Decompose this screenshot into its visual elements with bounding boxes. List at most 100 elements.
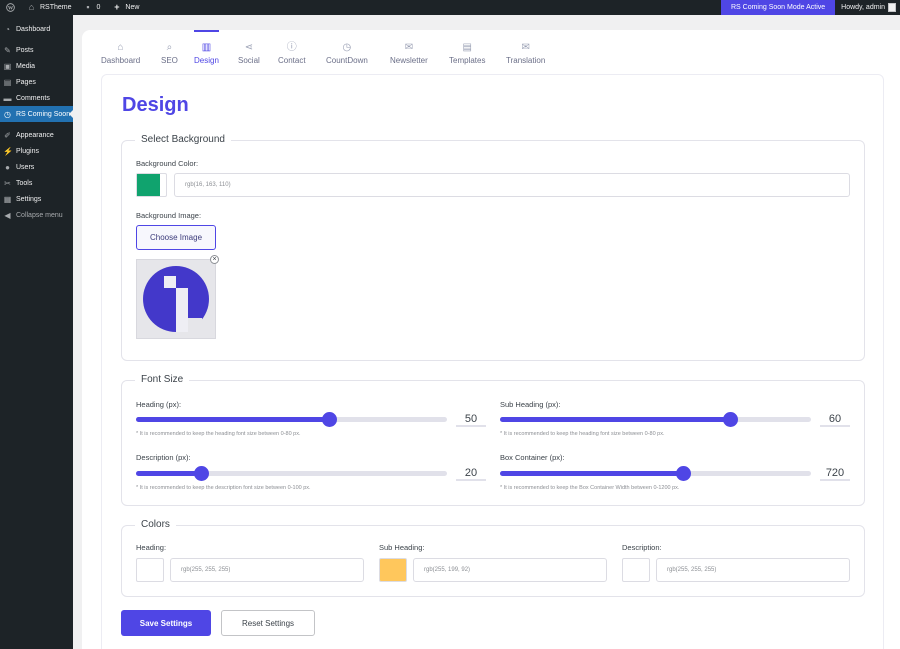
background-color-label: Background Color: xyxy=(136,159,199,168)
subheading-size-value[interactable]: 60 xyxy=(820,412,850,427)
tab-label: Newsletter xyxy=(390,56,428,65)
tab-social[interactable]: ⋖ Social xyxy=(238,30,260,70)
mail-icon: ✉ xyxy=(521,42,530,53)
description-color-swatch[interactable] xyxy=(622,558,650,582)
sidebar-item-appearance[interactable]: ✐ Appearance xyxy=(0,127,73,143)
tab-label: Translation xyxy=(506,56,546,65)
sidebar-item-users[interactable]: ● Users xyxy=(0,159,73,175)
subheading-color-input[interactable]: rgb(255, 199, 92) xyxy=(413,558,607,582)
description-color-input[interactable]: rgb(255, 255, 255) xyxy=(656,558,850,582)
sidebar-item-pages[interactable]: ▤ Pages xyxy=(0,74,73,90)
comments-count: 0 xyxy=(96,4,101,11)
slider-thumb[interactable] xyxy=(194,466,209,481)
subheading-size-hint: * It is recommended to keep the heading … xyxy=(500,431,665,437)
design-icon: ▥ xyxy=(201,42,212,53)
tab-contact[interactable]: ⓘ Contact xyxy=(278,30,306,70)
sidebar-item-comments[interactable]: ▬ Comments xyxy=(0,90,73,106)
sidebar-item-plugins[interactable]: ⚡ Plugins xyxy=(0,143,73,159)
color-fill xyxy=(137,174,160,196)
tab-seo[interactable]: ⌕ SEO xyxy=(161,30,178,70)
background-section: Select Background Background Color: rgb(… xyxy=(121,134,865,361)
collapse-icon: ◀ xyxy=(4,210,11,220)
choose-image-button[interactable]: Choose Image xyxy=(136,225,216,250)
sidebar-item-tools[interactable]: ✂ Tools xyxy=(0,175,73,191)
template-icon: ▤ xyxy=(462,42,472,53)
slider-fill xyxy=(136,471,201,476)
font-size-section: Font Size Heading (px): 50 * It is recom… xyxy=(121,374,865,506)
tab-translation[interactable]: ✉ Translation xyxy=(506,30,545,70)
sidebar-item-label: RS Coming Soon xyxy=(16,110,71,118)
home-icon: ⌂ xyxy=(28,2,35,12)
sidebar-item-label: Plugins xyxy=(16,147,39,155)
pages-icon: ▤ xyxy=(3,77,12,87)
sidebar-item-label: Users xyxy=(16,163,35,171)
info-icon: ⓘ xyxy=(286,42,297,53)
sidebar-item-dashboard[interactable]: ◔ Dashboard xyxy=(0,21,73,37)
sidebar-item-rs-coming-soon[interactable]: ◷ RS Coming Soon xyxy=(0,106,73,122)
wordpress-icon: W xyxy=(6,3,15,12)
slider-thumb[interactable] xyxy=(322,412,337,427)
rs-logo-image xyxy=(143,266,209,332)
slider-thumb[interactable] xyxy=(723,412,738,427)
background-color-input[interactable]: rgb(16, 163, 110) xyxy=(174,173,850,197)
subheading-size-label: Sub Heading (px): xyxy=(500,400,561,409)
heading-color-swatch[interactable] xyxy=(136,558,164,582)
heading-color-input[interactable]: rgb(255, 255, 255) xyxy=(170,558,364,582)
design-content: Design Select Background Background Colo… xyxy=(101,74,884,649)
sidebar-item-label: Dashboard xyxy=(16,25,51,33)
background-image-label: Background Image: xyxy=(136,211,202,220)
box-container-size-hint: * It is recommended to keep the Box Cont… xyxy=(500,485,680,491)
heading-size-value[interactable]: 50 xyxy=(456,412,486,427)
tab-countdown[interactable]: ◷ CountDown xyxy=(326,30,368,70)
box-container-size-label: Box Container (px): xyxy=(500,453,565,462)
heading-size-label: Heading (px): xyxy=(136,400,182,409)
slider-fill xyxy=(500,471,683,476)
plus-icon: + xyxy=(114,2,120,12)
heading-size-slider[interactable] xyxy=(136,412,447,427)
box-container-size-value[interactable]: 720 xyxy=(820,466,850,481)
avatar xyxy=(888,3,896,12)
sidebar-item-label: Comments xyxy=(16,94,50,102)
box-container-size-slider[interactable] xyxy=(500,466,811,481)
svg-text:W: W xyxy=(8,6,14,12)
sidebar-item-label: Posts xyxy=(16,46,34,54)
admin-bar: W ⌂ RSTheme ▪ 0 + New RS Coming Soon Mod… xyxy=(0,0,900,15)
subheading-size-slider[interactable] xyxy=(500,412,811,427)
slider-fill xyxy=(136,417,329,422)
comment-icon: ▪ xyxy=(86,2,90,12)
section-legend: Font Size xyxy=(135,374,190,385)
sidebar-item-posts[interactable]: ✎ Posts xyxy=(0,42,73,58)
sidebar-item-media[interactable]: ▣ Media xyxy=(0,58,73,74)
account-menu[interactable]: Howdy, admin xyxy=(835,0,900,15)
slider-thumb[interactable] xyxy=(676,466,691,481)
heading-color-label: Heading: xyxy=(136,543,167,552)
clock-icon: ◷ xyxy=(342,42,352,53)
new-content-link[interactable]: + New xyxy=(106,0,145,15)
background-color-swatch[interactable] xyxy=(136,173,167,197)
remove-image-icon[interactable]: × xyxy=(210,255,219,264)
plugin-icon: ⚡ xyxy=(3,146,13,156)
tab-label: Design xyxy=(194,56,219,65)
tab-design[interactable]: ▥ Design xyxy=(194,30,219,70)
clock-icon: ◷ xyxy=(4,109,11,119)
description-size-slider[interactable] xyxy=(136,466,447,481)
save-settings-button[interactable]: Save Settings xyxy=(121,610,211,636)
dashboard-icon: ◔ xyxy=(5,24,10,34)
comments-link[interactable]: ▪ 0 xyxy=(78,0,107,15)
tab-templates[interactable]: ▤ Templates xyxy=(449,30,485,70)
reset-settings-button[interactable]: Reset Settings xyxy=(221,610,315,636)
description-size-value[interactable]: 20 xyxy=(456,466,486,481)
page-title: Design xyxy=(122,94,189,116)
wordpress-logo[interactable]: W xyxy=(0,0,21,15)
subheading-color-swatch[interactable] xyxy=(379,558,407,582)
section-legend: Select Background xyxy=(135,134,231,145)
site-name-link[interactable]: ⌂ RSTheme xyxy=(21,0,78,15)
colors-section: Colors Heading: rgb(255, 255, 255) Sub H… xyxy=(121,519,865,597)
tab-dashboard[interactable]: ⌂ Dashboard xyxy=(101,30,140,70)
tab-newsletter[interactable]: ✉ Newsletter xyxy=(390,30,428,70)
description-color-label: Description: xyxy=(622,543,662,552)
coming-soon-status-badge[interactable]: RS Coming Soon Mode Active xyxy=(720,0,836,15)
collapse-menu-button[interactable]: ◀ Collapse menu xyxy=(0,207,73,223)
comment-icon: ▬ xyxy=(3,93,12,103)
sidebar-item-settings[interactable]: ▦ Settings xyxy=(0,191,73,207)
